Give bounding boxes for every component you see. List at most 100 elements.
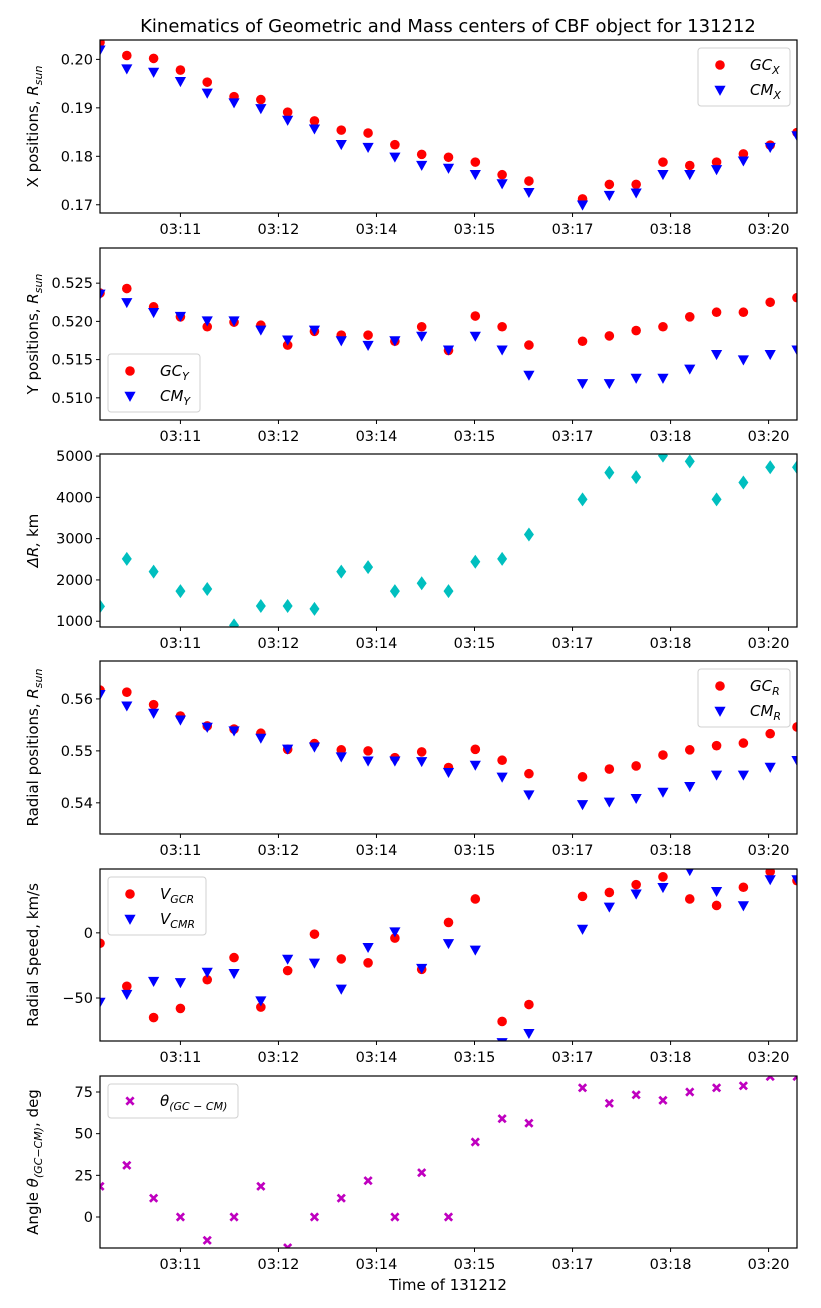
data-point bbox=[442, 939, 455, 950]
data-point bbox=[442, 767, 455, 779]
y-tick-label: 0.54 bbox=[61, 796, 93, 812]
data-point bbox=[764, 350, 776, 361]
data-point bbox=[122, 50, 132, 61]
data-point bbox=[416, 149, 427, 160]
x-tick-label: 03:15 bbox=[454, 636, 496, 652]
data-point bbox=[148, 308, 160, 319]
data-point bbox=[256, 1002, 266, 1012]
data-point bbox=[335, 984, 347, 995]
data-point bbox=[497, 1114, 507, 1124]
x-tick-label: 03:20 bbox=[748, 636, 790, 652]
data-point bbox=[470, 744, 481, 755]
y-tick-label: 0.18 bbox=[61, 149, 93, 165]
data-point bbox=[100, 289, 106, 300]
data-point bbox=[497, 551, 508, 566]
data-point bbox=[765, 728, 775, 739]
data-point bbox=[792, 722, 797, 732]
data-point bbox=[100, 40, 105, 48]
data-point bbox=[470, 311, 481, 321]
x-tick-label: 03:20 bbox=[748, 1050, 790, 1066]
x-tick-label: 03:20 bbox=[748, 222, 790, 238]
axes-frame bbox=[99, 453, 798, 628]
data-point bbox=[229, 618, 240, 627]
data-point bbox=[710, 165, 723, 176]
data-point bbox=[256, 1181, 266, 1191]
panel-radial-speed: −50 0 03:11 03:12 03:14 03:15 03:17 03:18 03:20 R… bbox=[24, 868, 798, 1066]
data-point bbox=[309, 601, 320, 616]
data-point bbox=[792, 1076, 797, 1082]
x-tick-label: 03:11 bbox=[160, 636, 202, 652]
data-point bbox=[685, 1087, 695, 1097]
data-point bbox=[657, 454, 668, 463]
x-tick-label: 03:20 bbox=[748, 843, 790, 859]
x-tick-label: 03:15 bbox=[454, 1050, 496, 1066]
data-point bbox=[121, 989, 133, 1000]
y-axis-label: Radial positions, Rsun bbox=[24, 668, 45, 826]
data-point bbox=[631, 470, 642, 485]
data-point bbox=[576, 379, 589, 390]
data-point bbox=[631, 179, 641, 190]
legend-label: VCMR bbox=[160, 910, 195, 931]
data-point bbox=[335, 139, 347, 151]
data-point bbox=[497, 1016, 507, 1027]
y-tick-label: 0 bbox=[84, 1210, 93, 1226]
legend-marker bbox=[125, 1096, 135, 1106]
axes-frame bbox=[99, 660, 798, 835]
data-point bbox=[765, 297, 775, 308]
data-point bbox=[576, 200, 589, 211]
series-group bbox=[100, 1076, 797, 1248]
data-point bbox=[228, 98, 240, 109]
data-point bbox=[524, 340, 534, 350]
y-tick-label: 3000 bbox=[56, 532, 93, 548]
data-point bbox=[416, 963, 428, 974]
data-point bbox=[148, 699, 159, 710]
x-tick-label: 03:17 bbox=[552, 222, 594, 238]
y-tick-label: 0.56 bbox=[61, 692, 93, 708]
legend-marker bbox=[124, 391, 136, 402]
data-point bbox=[523, 370, 535, 381]
x-tick-label: 03:18 bbox=[650, 1050, 692, 1066]
data-point bbox=[738, 307, 749, 318]
panel-angle: 0 25 50 75 03:11 03:12 03:14 03:15 03:17 03:18 03:… bbox=[24, 1075, 798, 1273]
x-tick-label: 03:11 bbox=[160, 1050, 202, 1066]
data-point bbox=[363, 746, 373, 756]
data-point bbox=[389, 927, 401, 938]
data-point bbox=[658, 872, 668, 882]
x-tick-label: 03:17 bbox=[552, 636, 594, 652]
data-point bbox=[121, 551, 132, 566]
data-point bbox=[148, 708, 160, 719]
data-point bbox=[336, 954, 347, 964]
figure-title: Kinematics of Geometric and Mass centers… bbox=[140, 16, 756, 37]
x-tick-label: 03:18 bbox=[650, 636, 692, 652]
data-point bbox=[497, 321, 507, 332]
data-point bbox=[201, 88, 213, 99]
data-point bbox=[604, 764, 615, 774]
data-point bbox=[308, 325, 321, 336]
x-tick-label: 03:17 bbox=[552, 843, 594, 859]
data-point bbox=[792, 460, 797, 475]
data-point bbox=[389, 336, 401, 347]
data-point bbox=[603, 902, 615, 913]
axes-frame bbox=[99, 247, 798, 421]
data-point bbox=[100, 997, 106, 1008]
legend-marker bbox=[715, 681, 725, 691]
data-point bbox=[100, 690, 106, 701]
data-point bbox=[175, 584, 186, 599]
panels: 0.17 0.18 0.19 0.20 03:11 03:12 03:14 03:15 03:1… bbox=[24, 39, 798, 1273]
data-point bbox=[416, 757, 428, 768]
legend: VGCR VCMR bbox=[107, 876, 207, 936]
x-tick-label: 03:14 bbox=[356, 636, 398, 652]
x-tick-label: 03:18 bbox=[650, 843, 692, 859]
data-point bbox=[631, 879, 641, 890]
y-tick-label: 0.20 bbox=[61, 52, 93, 68]
data-point bbox=[282, 954, 294, 965]
data-point bbox=[175, 65, 186, 75]
data-point bbox=[765, 869, 775, 877]
data-point bbox=[416, 747, 427, 757]
data-point bbox=[121, 701, 133, 712]
legend-marker bbox=[125, 366, 135, 376]
data-point bbox=[174, 76, 187, 88]
legend: GCX CMX bbox=[697, 47, 791, 107]
data-point bbox=[442, 345, 455, 356]
x-tick-label: 03:12 bbox=[258, 843, 300, 859]
